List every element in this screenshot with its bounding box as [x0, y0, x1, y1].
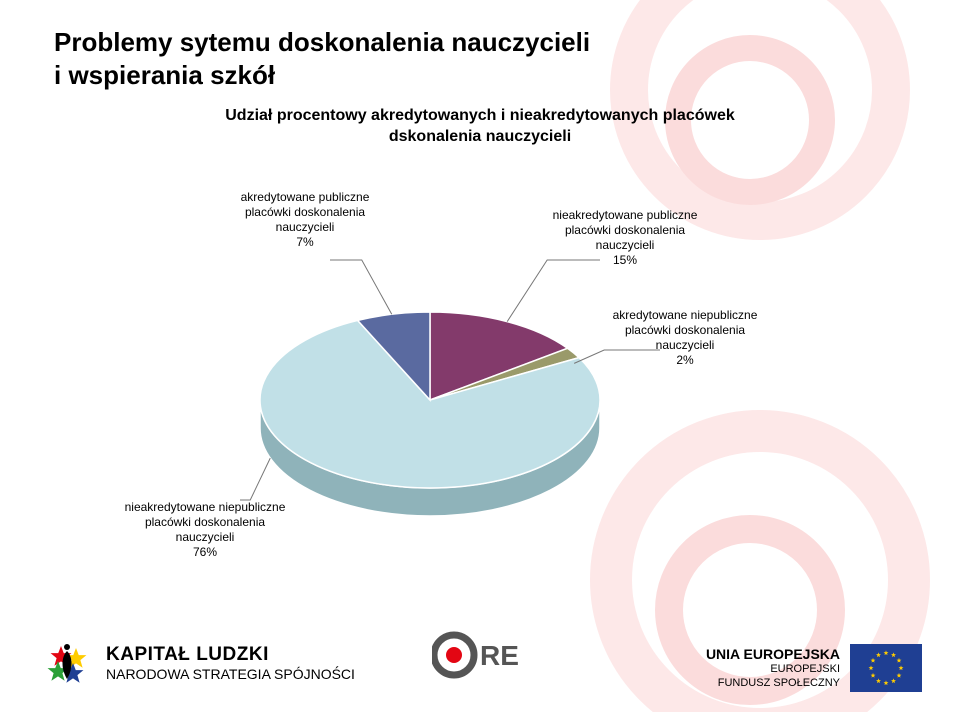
- pie-chart: akredytowane publiczne placówki doskonal…: [170, 200, 790, 540]
- title-line2: i wspierania szkół: [54, 60, 275, 90]
- title-line1: Problemy sytemu doskonalenia nauczycieli: [54, 27, 590, 57]
- ore-icon: RE: [432, 631, 552, 679]
- logo-ore: RE: [432, 631, 552, 684]
- eu-flag-icon: [850, 644, 922, 692]
- eu-text: UNIA EUROPEJSKA EUROPEJSKI FUNDUSZ SPOŁE…: [706, 646, 840, 691]
- footer: KAPITAŁ LUDZKI NARODOWA STRATEGIA SPÓJNO…: [0, 607, 960, 712]
- label-akredytowane-niepubliczne: akredytowane niepubliczne placówki dosko…: [600, 308, 770, 368]
- logo-eu: UNIA EUROPEJSKA EUROPEJSKI FUNDUSZ SPOŁE…: [706, 644, 922, 692]
- logo-kapital-ludzki: KAPITAŁ LUDZKI NARODOWA STRATEGIA SPÓJNO…: [38, 634, 355, 692]
- chart-subtitle: Udział procentowy akredytowanych i nieak…: [210, 106, 750, 148]
- kapital-ludzki-text: KAPITAŁ LUDZKI NARODOWA STRATEGIA SPÓJNO…: [106, 644, 355, 682]
- ore-text: RE: [480, 640, 519, 671]
- page-title: Problemy sytemu doskonalenia nauczycieli…: [54, 26, 590, 91]
- kapital-ludzki-icon: [38, 634, 96, 692]
- label-akredytowane-publiczne: akredytowane publiczne placówki doskonal…: [225, 190, 385, 250]
- label-nieakredytowane-publiczne: nieakredytowane publiczne placówki dosko…: [540, 208, 710, 268]
- label-nieakredytowane-niepubliczne: nieakredytowane niepubliczne placówki do…: [120, 500, 290, 560]
